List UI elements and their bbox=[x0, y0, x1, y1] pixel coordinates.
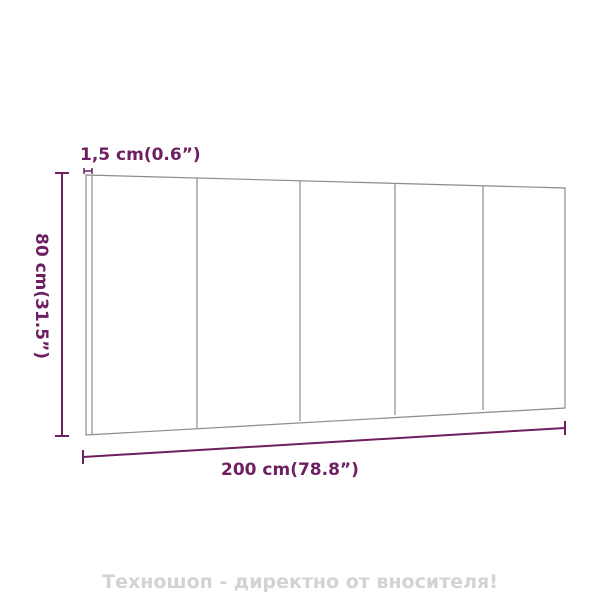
height-label: 80 cm(31.5”) bbox=[31, 233, 51, 359]
height-dimension-line bbox=[55, 172, 69, 437]
headboard-panel bbox=[85, 174, 566, 436]
thickness-label: 1,5 cm(0.6”) bbox=[80, 145, 201, 165]
width-dimension-line bbox=[82, 421, 566, 464]
thickness-marker bbox=[83, 168, 93, 174]
watermark: Техношоп - директно от вносителя! bbox=[102, 571, 498, 593]
width-label: 200 cm(78.8”) bbox=[221, 460, 359, 480]
